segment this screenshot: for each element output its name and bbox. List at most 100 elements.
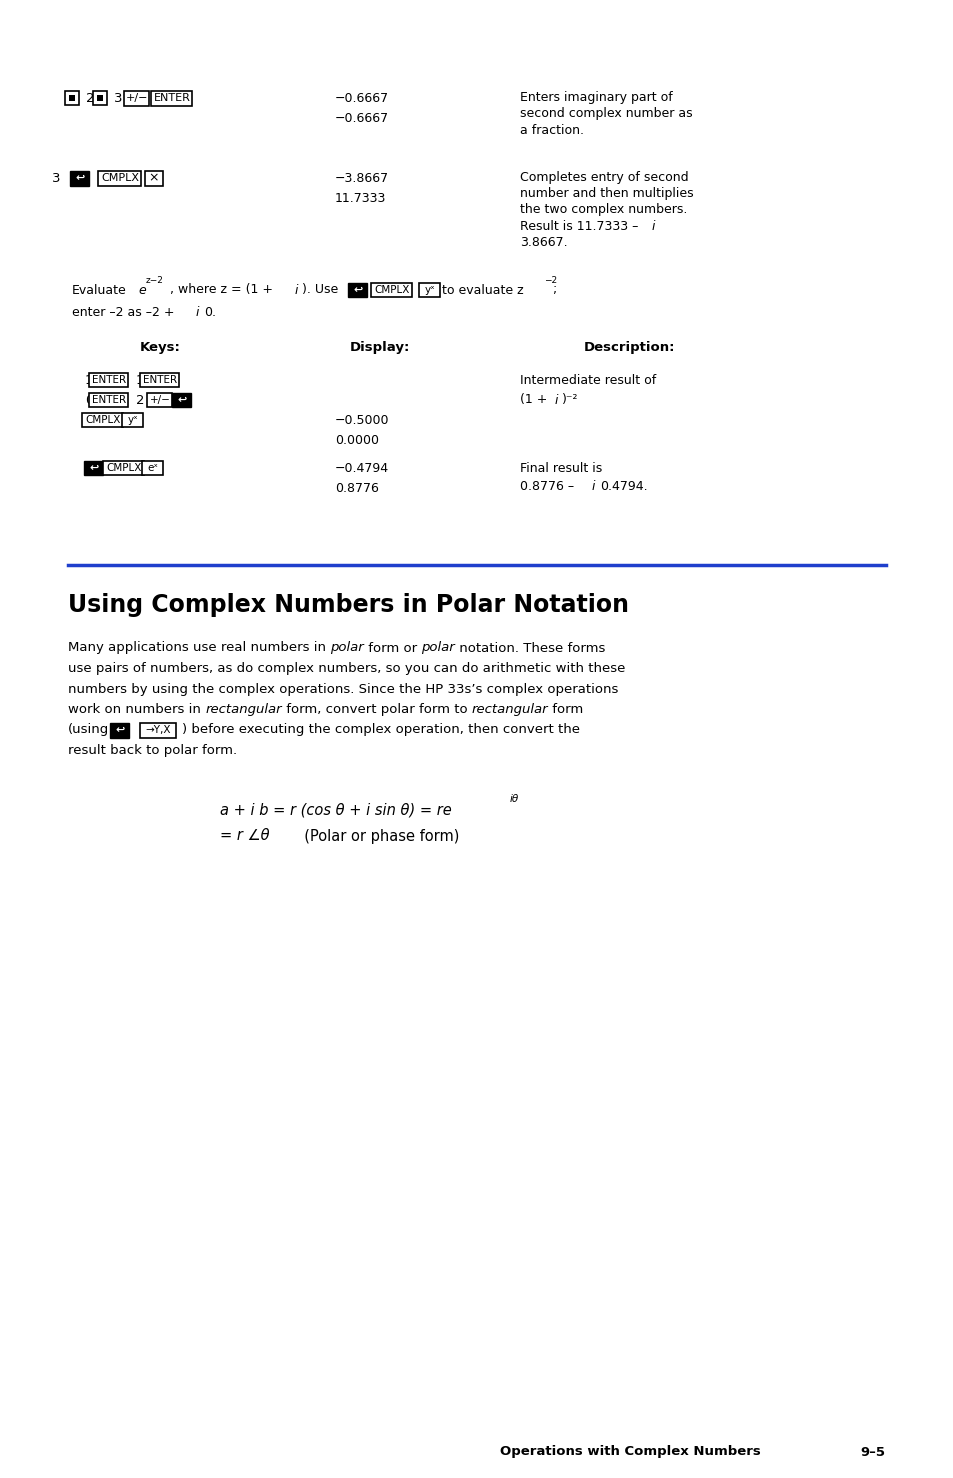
Text: i: i (555, 393, 558, 406)
Text: use pairs of numbers, as do complex numbers, so you can do arithmetic with these: use pairs of numbers, as do complex numb… (68, 662, 625, 675)
Text: ↩: ↩ (353, 285, 362, 296)
Text: ENTER: ENTER (143, 375, 177, 384)
Text: form: form (548, 704, 583, 715)
FancyBboxPatch shape (65, 92, 79, 105)
FancyBboxPatch shape (142, 461, 163, 474)
Text: eˣ: eˣ (148, 463, 158, 473)
Text: i: i (195, 306, 199, 318)
FancyBboxPatch shape (71, 170, 90, 186)
Text: polar: polar (330, 641, 364, 655)
FancyBboxPatch shape (152, 90, 193, 105)
Text: CMPLX: CMPLX (106, 463, 142, 473)
Text: 1: 1 (136, 374, 144, 387)
Text: 0.8776 –: 0.8776 – (519, 479, 578, 492)
Text: CMPLX: CMPLX (101, 173, 139, 183)
Text: to evaluate z: to evaluate z (441, 284, 523, 297)
Text: Intermediate result of: Intermediate result of (519, 374, 656, 387)
Text: ) before executing the complex operation, then convert the: ) before executing the complex operation… (182, 724, 579, 736)
Text: (Polar or phase form): (Polar or phase form) (294, 829, 459, 844)
Text: 0.4794.: 0.4794. (599, 479, 647, 492)
Text: 0.8776: 0.8776 (335, 482, 378, 495)
Text: iθ: iθ (510, 794, 518, 804)
Text: result back to polar form.: result back to polar form. (68, 743, 237, 757)
Text: i: i (592, 479, 595, 492)
Text: 11.7333: 11.7333 (335, 192, 386, 204)
Text: 0.: 0. (204, 306, 215, 318)
FancyBboxPatch shape (85, 461, 103, 474)
Text: 0: 0 (85, 393, 93, 406)
Text: Operations with Complex Numbers: Operations with Complex Numbers (499, 1445, 760, 1459)
Text: polar: polar (421, 641, 455, 655)
Text: numbers by using the complex operations. Since the HP 33s’s complex operations: numbers by using the complex operations.… (68, 683, 618, 696)
Text: rectangular: rectangular (471, 704, 548, 715)
Text: notation. These forms: notation. These forms (455, 641, 605, 655)
Text: −0.6667: −0.6667 (335, 111, 389, 124)
FancyBboxPatch shape (92, 92, 107, 105)
FancyBboxPatch shape (371, 282, 412, 297)
Text: 3: 3 (51, 171, 60, 185)
Text: CMPLX: CMPLX (85, 415, 121, 426)
Text: ). Use: ). Use (302, 284, 338, 297)
Text: i: i (294, 284, 298, 297)
Text: Result is 11.7333 –: Result is 11.7333 – (519, 220, 641, 232)
Text: 3.8667.: 3.8667. (519, 235, 567, 248)
Text: Using Complex Numbers in Polar Notation: Using Complex Numbers in Polar Notation (68, 593, 628, 616)
Text: , where z = (1 +: , where z = (1 + (170, 284, 273, 297)
Text: ↩: ↩ (90, 463, 98, 473)
Text: form or: form or (364, 641, 421, 655)
FancyBboxPatch shape (90, 372, 129, 387)
Text: Description:: Description: (583, 341, 675, 355)
Text: yˣ: yˣ (424, 285, 435, 296)
Text: i: i (651, 220, 655, 232)
Text: 0.0000: 0.0000 (335, 433, 378, 446)
Text: −0.4794: −0.4794 (335, 461, 389, 474)
Text: )⁻²: )⁻² (561, 393, 578, 406)
Text: 2: 2 (86, 92, 94, 105)
Text: Final result is: Final result is (519, 461, 601, 474)
Text: ENTER: ENTER (153, 93, 191, 103)
Text: ↩: ↩ (115, 726, 125, 735)
Text: −0.5000: −0.5000 (335, 414, 389, 427)
Text: Evaluate: Evaluate (71, 284, 127, 297)
Text: (1 +: (1 + (519, 393, 547, 406)
FancyBboxPatch shape (172, 393, 192, 406)
Text: −2: −2 (543, 276, 557, 285)
Text: ENTER: ENTER (91, 395, 126, 405)
FancyBboxPatch shape (140, 723, 175, 738)
FancyBboxPatch shape (90, 393, 129, 406)
Text: 1: 1 (85, 374, 93, 387)
Text: Display:: Display: (350, 341, 410, 355)
Text: e: e (138, 284, 146, 297)
Text: +/−: +/− (150, 395, 171, 405)
Text: +/−: +/− (126, 93, 148, 103)
Text: 3: 3 (113, 92, 122, 105)
FancyBboxPatch shape (348, 282, 367, 297)
Text: a + i b = r (cos θ + i sin θ) = re: a + i b = r (cos θ + i sin θ) = re (220, 803, 452, 817)
Text: number and then multiplies: number and then multiplies (519, 188, 693, 201)
Text: z−2: z−2 (146, 276, 164, 285)
FancyBboxPatch shape (69, 95, 75, 101)
FancyBboxPatch shape (82, 412, 123, 427)
FancyBboxPatch shape (140, 372, 179, 387)
FancyBboxPatch shape (122, 412, 143, 427)
Text: enter –2 as –2 +: enter –2 as –2 + (71, 306, 174, 318)
Text: yˣ: yˣ (128, 415, 138, 426)
FancyBboxPatch shape (111, 723, 130, 738)
Text: ;: ; (553, 284, 557, 297)
Text: Enters imaginary part of: Enters imaginary part of (519, 92, 672, 105)
FancyBboxPatch shape (125, 90, 150, 105)
Text: −0.6667: −0.6667 (335, 92, 389, 105)
Text: ↩: ↩ (177, 395, 187, 405)
Text: work on numbers in: work on numbers in (68, 704, 205, 715)
Text: = r ∠θ: = r ∠θ (220, 829, 270, 844)
Text: the two complex numbers.: the two complex numbers. (519, 204, 687, 216)
Text: CMPLX: CMPLX (374, 285, 409, 296)
Text: form, convert polar form to: form, convert polar form to (281, 704, 471, 715)
Text: ↩: ↩ (75, 173, 85, 183)
Text: Keys:: Keys: (139, 341, 180, 355)
Text: 9–5: 9–5 (859, 1445, 884, 1459)
Text: rectangular: rectangular (205, 704, 281, 715)
Text: Completes entry of second: Completes entry of second (519, 171, 688, 185)
FancyBboxPatch shape (145, 170, 163, 186)
FancyBboxPatch shape (419, 282, 440, 297)
